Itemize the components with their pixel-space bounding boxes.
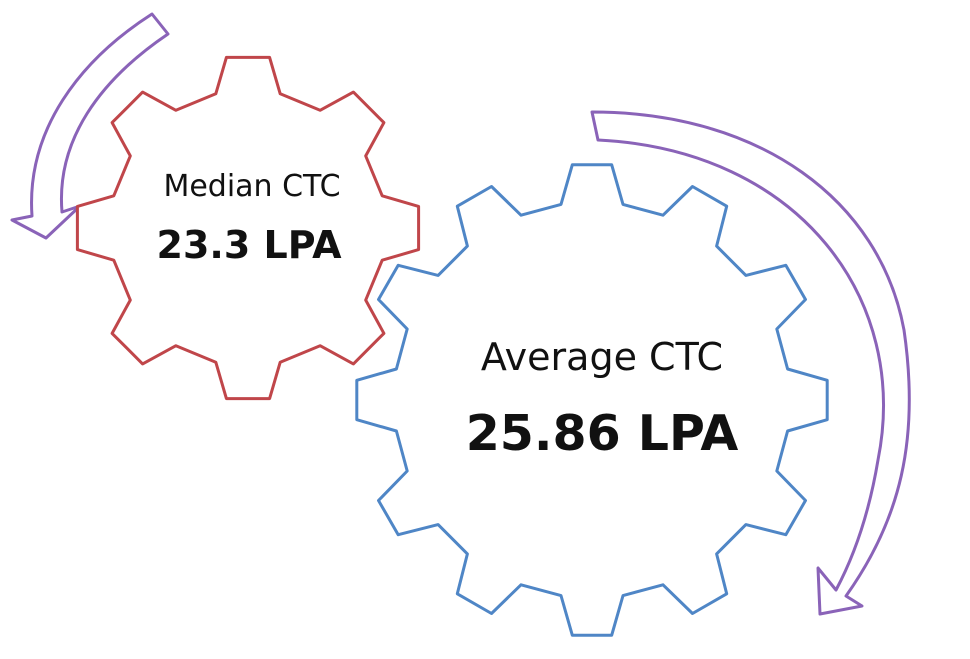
median-ctc-gear [75,55,421,401]
rotation-arrow-average [590,110,911,616]
average-ctc-gear [355,163,829,637]
rotation-arrow-median [10,12,170,240]
average-ctc-value: 25.86 LPA [466,405,739,462]
median-ctc-value: 23.3 LPA [157,223,343,267]
median-ctc-label: Median CTC [163,169,340,204]
average-ctc-label: Average CTC [481,335,723,379]
